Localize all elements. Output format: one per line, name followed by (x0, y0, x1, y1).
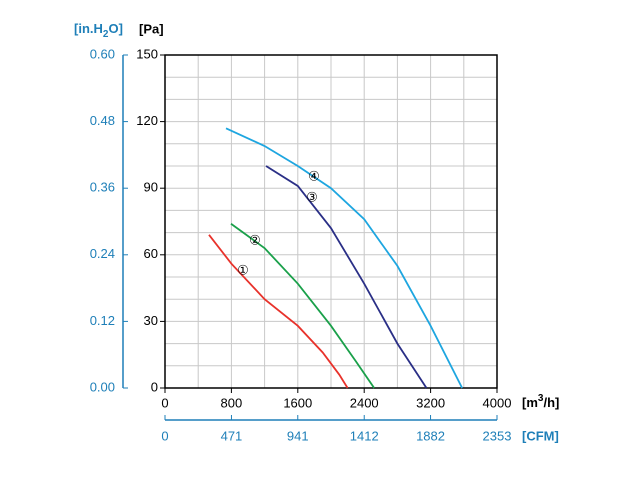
curve-label: ② (249, 232, 261, 247)
x-unit: [m3/h] (522, 393, 559, 411)
y2-unit-part: [in.H (74, 21, 103, 36)
y2-tick-label: 0.48 (90, 113, 115, 128)
y2-tick-label: 0.60 (90, 46, 115, 61)
x2-tick-label: 1412 (350, 428, 379, 443)
x-tick-label: 1600 (283, 395, 312, 410)
y-tick-label: 90 (144, 180, 158, 195)
y-tick-label: 30 (144, 313, 158, 328)
fan-curve (230, 222, 375, 389)
x2-tick-label: 0 (161, 428, 168, 443)
x-tick-label: 3200 (416, 395, 445, 410)
y2-unit-part: O] (108, 21, 122, 36)
x2-tick-label: 2353 (483, 428, 512, 443)
y2-unit-sub: 2 (103, 29, 109, 40)
y-tick-label: 120 (136, 113, 158, 128)
fan-curve (225, 127, 463, 389)
y-tick-label: 0 (151, 379, 158, 394)
x-tick-label: 2400 (350, 395, 379, 410)
x-tick-label: 800 (221, 395, 243, 410)
y2-tick-label: 0.12 (90, 313, 115, 328)
y2-tick-label: 0.24 (90, 246, 115, 261)
x2-tick-label: 471 (221, 428, 243, 443)
fan-curve (208, 234, 349, 389)
x-unit-sup: 3 (538, 393, 544, 404)
y2-tick-label: 0.36 (90, 180, 115, 195)
y-unit: [Pa] (139, 21, 164, 36)
curve-label: ③ (306, 189, 318, 204)
x-unit-part: [m (522, 395, 538, 410)
y-tick-label: 60 (144, 246, 158, 261)
y2-unit: [in.H2O] (74, 21, 123, 39)
y-tick-label: 150 (136, 46, 158, 61)
y2-tick-label: 0.00 (90, 379, 115, 394)
plot-frame (164, 54, 498, 389)
fan-curve (265, 165, 428, 389)
x-tick-label: 4000 (483, 395, 512, 410)
curve-label: ① (237, 262, 249, 277)
x2-tick-label: 1882 (416, 428, 445, 443)
x-tick-label: 0 (161, 395, 168, 410)
x-unit-part: /h] (543, 395, 559, 410)
curve-label: ④ (308, 168, 320, 183)
x2-unit: [CFM] (522, 428, 559, 443)
x2-tick-label: 941 (287, 428, 309, 443)
